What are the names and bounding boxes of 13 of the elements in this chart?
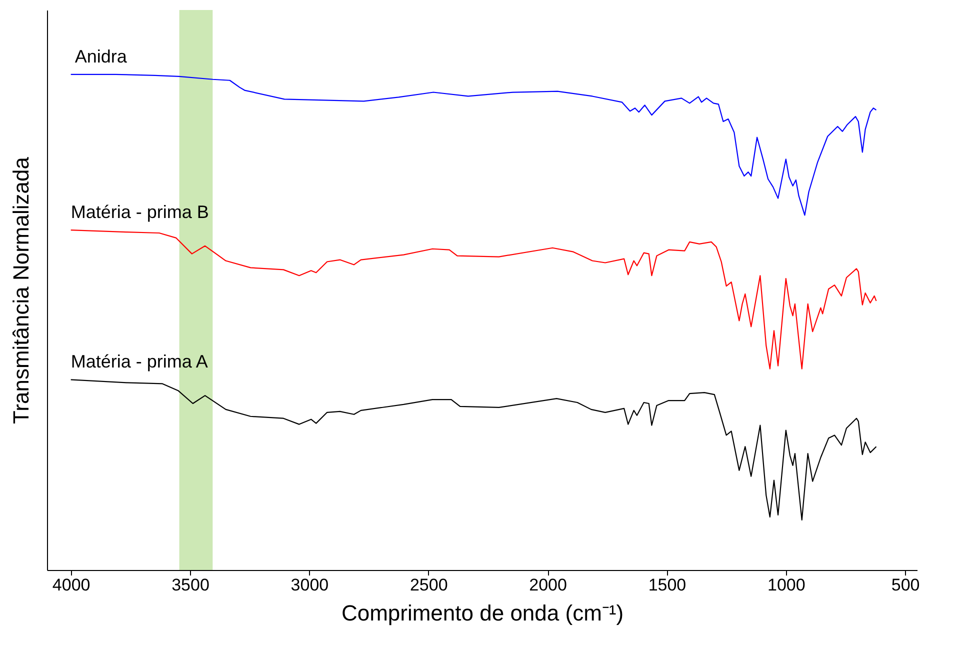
series-label: Matéria - prima A: [70, 352, 208, 372]
series-label: Anidra: [74, 46, 128, 66]
x-tick-label: 2000: [529, 576, 567, 594]
x-tick-label: 4000: [52, 576, 90, 594]
x-tick-label: 2500: [410, 576, 448, 594]
x-tick-label: 1500: [648, 576, 686, 594]
x-axis-title: Comprimento de onda (cm⁻¹): [341, 600, 624, 626]
y-axis-title: Transmitância Normalizada: [8, 156, 34, 424]
x-tick-label: 3500: [172, 576, 210, 594]
x-tick-label: 1000: [767, 576, 806, 594]
series-label: Matéria - prima B: [70, 202, 209, 222]
x-tick-label: 3000: [290, 576, 329, 594]
x-tick-label: 500: [891, 576, 920, 594]
